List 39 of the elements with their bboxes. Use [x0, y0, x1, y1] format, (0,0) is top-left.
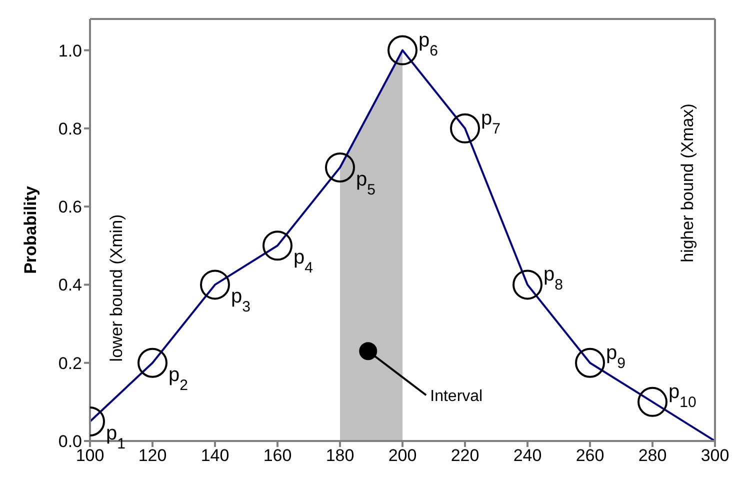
x-tick-label: 240	[513, 446, 542, 466]
x-tick-label: 260	[576, 446, 604, 466]
point	[325, 152, 355, 182]
annotation: p$_{10}$	[668, 380, 696, 410]
annotation: p$_{5}$	[356, 168, 376, 198]
x-tick-label: 280	[638, 446, 667, 466]
y-tick-label: 0.8	[58, 119, 82, 138]
annotation: p$_{2}$	[168, 364, 188, 394]
x-tick-label: 160	[263, 446, 292, 466]
annotation: p$_{6}$	[418, 29, 438, 59]
x-tick-label: 220	[450, 446, 480, 466]
x-tick-label: 100	[76, 446, 104, 466]
annotation: p$_{7}$	[481, 107, 500, 137]
y-tick-label: 0.4	[58, 276, 82, 295]
point	[138, 348, 168, 378]
x-tick-label: 200	[388, 446, 417, 466]
annotation: higher bound (Xmax)	[678, 104, 697, 262]
point	[388, 35, 418, 66]
annotation: p$_{3}$	[231, 286, 250, 316]
y-tick-label: 0.6	[58, 198, 82, 217]
y-axis-title: Probability	[21, 186, 40, 274]
annotation: lower bound (Xmin)	[107, 214, 126, 362]
annotation: p$_{4}$	[294, 246, 313, 276]
point	[262, 230, 292, 261]
annotation: p$_{8}$	[544, 264, 563, 294]
x-tick-label: 180	[326, 446, 354, 466]
x-tick-label: 140	[200, 446, 230, 466]
point	[450, 113, 480, 144]
x-tick-label: 300	[700, 446, 730, 466]
point	[638, 386, 668, 417]
point	[512, 270, 542, 300]
annotation: Interval	[430, 388, 483, 406]
point	[575, 348, 605, 378]
annotation: p$_{9}$	[606, 342, 626, 372]
annotation: p$_{1}$	[106, 422, 126, 452]
y-tick-label: 0.2	[58, 354, 82, 373]
point	[200, 270, 230, 300]
x-tick-label: 120	[138, 446, 167, 466]
y-tick-label: 1.0	[58, 41, 82, 60]
